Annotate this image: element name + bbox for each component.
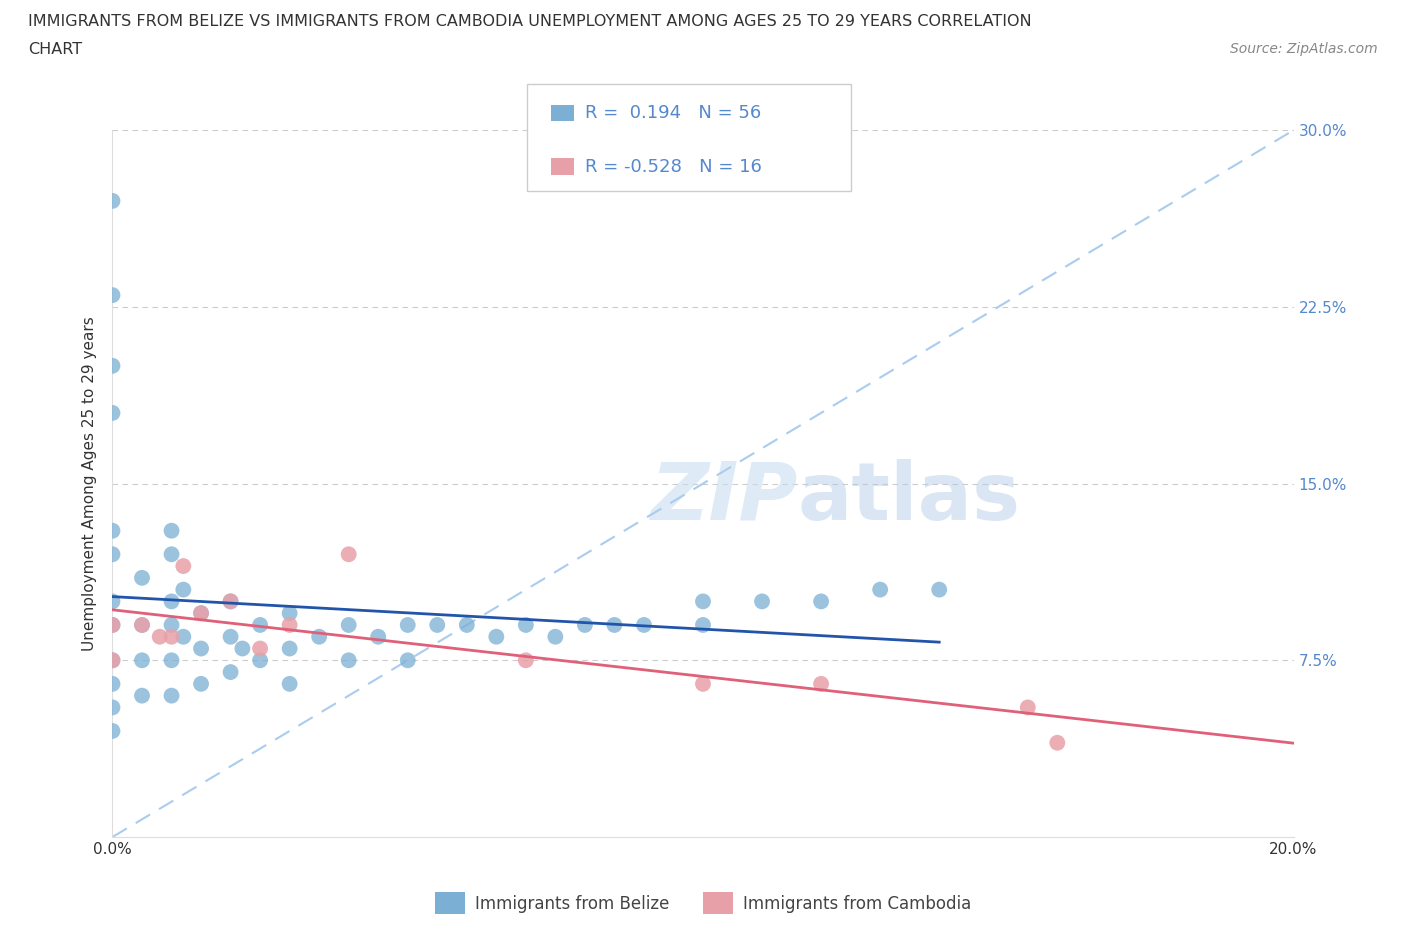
Legend: Immigrants from Belize, Immigrants from Cambodia: Immigrants from Belize, Immigrants from … [429, 885, 977, 921]
Point [485, 630, 508, 644]
Point [278, 618, 301, 632]
Point [101, 653, 124, 668]
Point [278, 605, 301, 620]
Point [278, 641, 301, 656]
Y-axis label: Unemployment Among Ages 25 to 29 years: Unemployment Among Ages 25 to 29 years [82, 316, 97, 651]
Text: R = -0.528   N = 16: R = -0.528 N = 16 [585, 158, 762, 176]
Point [810, 594, 832, 609]
Point [367, 630, 389, 644]
Point [172, 559, 194, 574]
Point [101, 594, 124, 609]
Point [101, 724, 124, 738]
Point [219, 594, 242, 609]
Point [515, 653, 537, 668]
Point [308, 630, 330, 644]
Point [692, 618, 714, 632]
Point [190, 676, 212, 691]
Point [190, 605, 212, 620]
Point [337, 618, 360, 632]
Point [278, 676, 301, 691]
Point [426, 618, 449, 632]
Point [751, 594, 773, 609]
Point [131, 570, 153, 585]
Point [869, 582, 891, 597]
Point [396, 653, 419, 668]
Point [101, 405, 124, 420]
Text: IMMIGRANTS FROM BELIZE VS IMMIGRANTS FROM CAMBODIA UNEMPLOYMENT AMONG AGES 25 TO: IMMIGRANTS FROM BELIZE VS IMMIGRANTS FRO… [28, 14, 1032, 29]
Point [692, 676, 714, 691]
Point [160, 594, 183, 609]
Point [101, 700, 124, 715]
Point [101, 193, 124, 208]
Point [249, 653, 271, 668]
Point [249, 641, 271, 656]
Text: CHART: CHART [28, 42, 82, 57]
Point [101, 618, 124, 632]
Point [515, 618, 537, 632]
Point [131, 653, 153, 668]
Point [101, 618, 124, 632]
Text: ZIP: ZIP [650, 458, 797, 537]
Point [1017, 700, 1039, 715]
Point [633, 618, 655, 632]
Point [160, 618, 183, 632]
Point [231, 641, 253, 656]
Point [101, 676, 124, 691]
Point [160, 524, 183, 538]
Point [101, 653, 124, 668]
Point [337, 547, 360, 562]
Point [190, 641, 212, 656]
Point [101, 547, 124, 562]
Point [692, 594, 714, 609]
Point [810, 676, 832, 691]
Point [574, 618, 596, 632]
Point [603, 618, 626, 632]
Point [160, 688, 183, 703]
Text: atlas: atlas [797, 458, 1021, 537]
Point [101, 358, 124, 373]
Point [249, 618, 271, 632]
Text: R =  0.194   N = 56: R = 0.194 N = 56 [585, 104, 761, 122]
Point [131, 618, 153, 632]
Point [172, 630, 194, 644]
Point [131, 688, 153, 703]
Point [160, 653, 183, 668]
Point [101, 287, 124, 302]
Point [219, 594, 242, 609]
Point [219, 630, 242, 644]
Text: Source: ZipAtlas.com: Source: ZipAtlas.com [1230, 42, 1378, 56]
Point [928, 582, 950, 597]
Point [149, 630, 172, 644]
Point [1046, 736, 1069, 751]
Point [131, 618, 153, 632]
Point [160, 630, 183, 644]
Point [160, 547, 183, 562]
Point [337, 653, 360, 668]
Point [219, 665, 242, 680]
Point [172, 582, 194, 597]
Point [190, 605, 212, 620]
Point [101, 524, 124, 538]
Point [396, 618, 419, 632]
Point [544, 630, 567, 644]
Point [456, 618, 478, 632]
